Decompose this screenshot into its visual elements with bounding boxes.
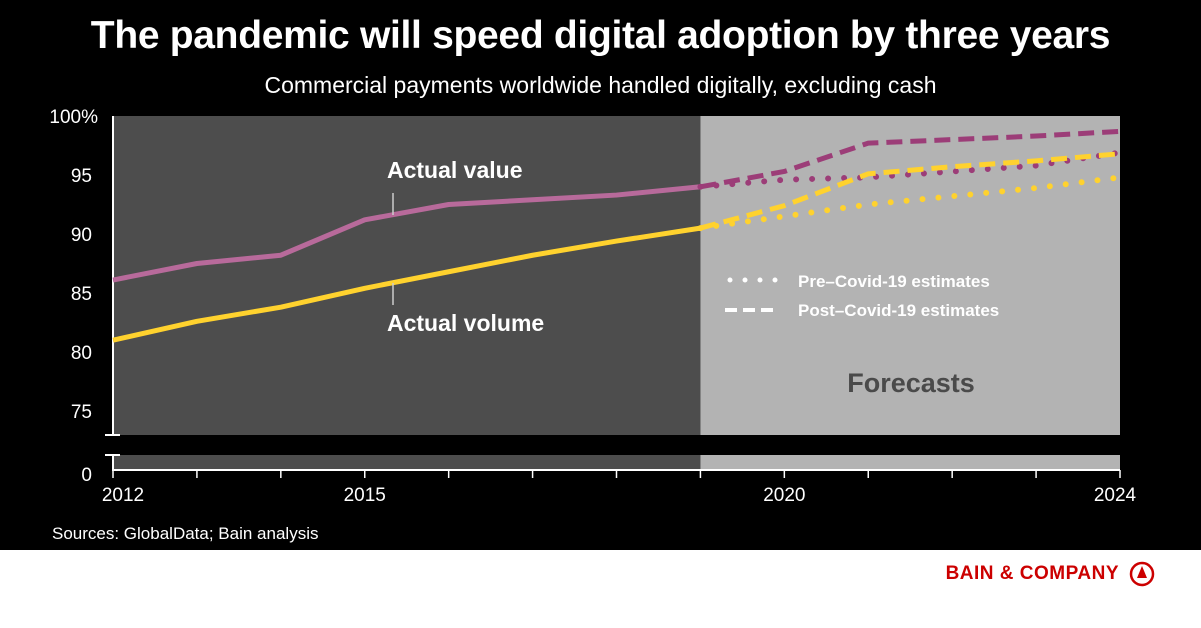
y-tick-label: 75	[71, 402, 92, 423]
forecast-dotted-line	[697, 149, 1123, 190]
y-tick-label: 95	[71, 166, 92, 187]
x-tick-label: 2020	[763, 485, 805, 506]
forecast-dotted-line	[697, 174, 1123, 232]
logo-text: BAIN & COMPANY	[945, 563, 1119, 584]
y-tick-label: 100%	[49, 107, 98, 128]
actual-region	[113, 116, 701, 435]
source-note: Sources: GlobalData; Bain analysis	[52, 524, 319, 543]
logo-compass-icon	[1129, 561, 1155, 587]
chart-title: The pandemic will speed digital adoption…	[90, 14, 1111, 57]
y-tick-label: 90	[71, 225, 92, 246]
chart-panel: The pandemic will speed digital adoption…	[0, 0, 1201, 550]
x-tick-label: 2012	[102, 485, 144, 506]
y-tick-label: 80	[71, 343, 92, 364]
line-chart: 100% 95 90 85 80 75 0 2012 2015 2020 2024 Actual va…	[49, 107, 1137, 506]
actual-volume-line	[112, 225, 701, 343]
chart-subtitle: Commercial payments worldwide handled di…	[264, 72, 937, 98]
actual-value-line	[112, 184, 701, 283]
x-tick-label: 2015	[344, 485, 386, 506]
forecast-region-strip	[700, 455, 1120, 470]
actual-region-strip	[113, 455, 701, 470]
y-tick-label: 85	[71, 284, 92, 305]
y-tick-label: 0	[81, 465, 92, 486]
forecast-dashed-line	[699, 151, 1121, 231]
legend-label-pre: Pre–Covid-19 estimates	[798, 272, 990, 291]
forecasts-label: Forecasts	[847, 368, 975, 398]
x-tick-label: 2024	[1094, 485, 1137, 506]
actual-value-label: Actual value	[387, 157, 523, 183]
legend-label-post: Post–Covid-19 estimates	[798, 301, 999, 320]
bain-logo: BAIN & COMPANY	[946, 561, 1155, 587]
actual-volume-label: Actual volume	[387, 310, 544, 336]
